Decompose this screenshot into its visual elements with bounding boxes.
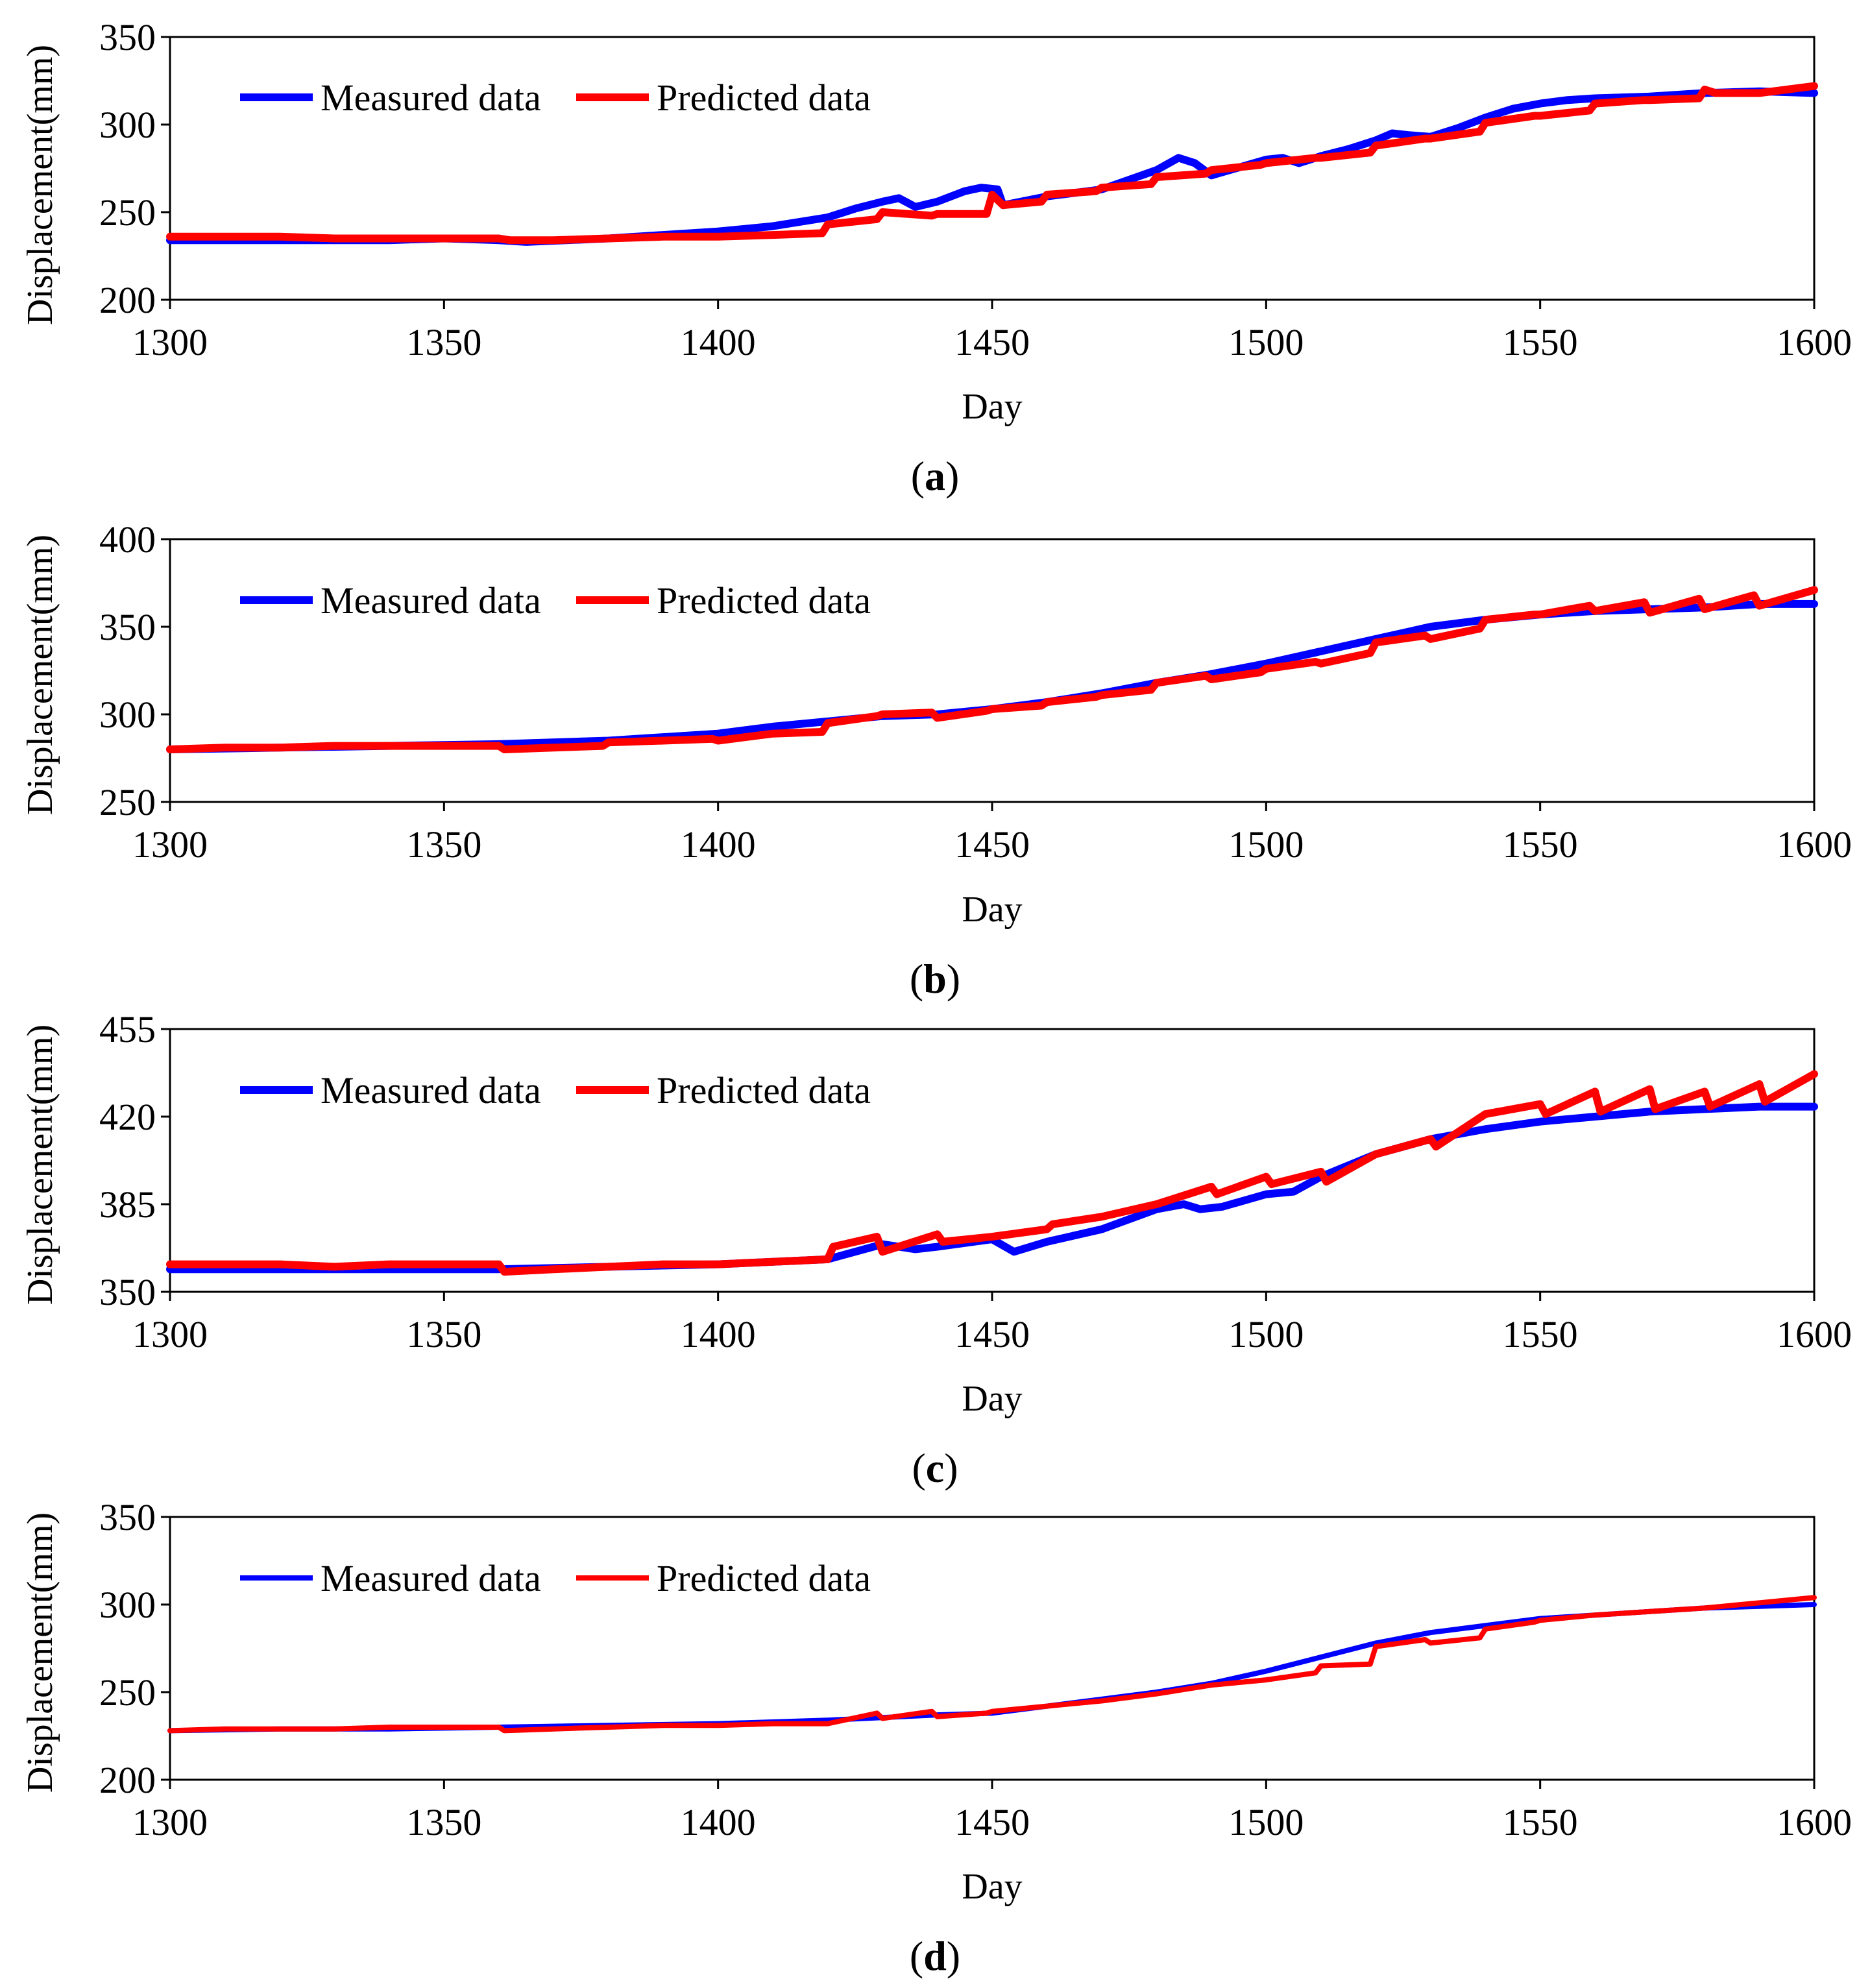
legend-label-predicted: Predicted data [657,1557,871,1599]
x-axis-title: Day [962,890,1022,930]
panel-c: 350 385 420 455 1300 1350 1400 1450 1500 1550 160… [20,1008,1852,1491]
y-tick-label: 350 [99,1271,156,1313]
x-axis-title: Day [962,387,1022,427]
x-axis-title: Day [962,1379,1022,1419]
x-tick-label: 1600 [1777,823,1852,866]
tick-marks [161,1028,1815,1301]
legend-label-predicted: Predicted data [657,579,871,622]
x-tick-label: 1400 [681,823,756,866]
x-tick-label: 1600 [1777,321,1852,363]
series-line-measured [166,1102,1818,1274]
y-tick-label: 350 [99,606,156,648]
y-tick-label: 250 [99,1671,156,1714]
tick-marks [161,36,1815,309]
plot-area-frame [169,1516,1815,1781]
x-tick-label: 1350 [406,321,481,363]
legend: Measured data Predicted data [240,1069,871,1111]
y-tick-label: 350 [99,1496,156,1538]
x-tick-label: 1550 [1503,1801,1578,1843]
x-tick-label: 1350 [406,1801,481,1843]
series-line-predicted [166,82,1818,245]
legend-label-measured: Measured data [321,77,541,119]
plot-area-frame [169,1028,1815,1293]
y-tick-labels: 200 250 300 350 [99,1496,156,1801]
x-tick-label: 1450 [954,1313,1030,1355]
y-tick-label: 250 [99,191,156,234]
series-lines [166,82,1818,246]
y-tick-label: 250 [99,781,156,823]
series-lines [167,1595,1817,1734]
y-tick-label: 400 [99,518,156,561]
panel-d: 200 250 300 350 1300 1350 1400 1450 1500 1550 160… [20,1496,1852,1979]
tick-marks [161,1516,1815,1789]
y-tick-label: 385 [99,1183,156,1226]
x-tick-label: 1300 [132,823,208,866]
x-tick-label: 1300 [132,1313,208,1355]
x-axis-title: Day [962,1867,1022,1907]
panel-label: (b) [910,956,960,1002]
x-tick-labels: 1300 1350 1400 1450 1500 1550 1600 [132,1313,1852,1355]
y-tick-label: 300 [99,1584,156,1626]
x-tick-label: 1450 [954,1801,1030,1843]
tick-marks [161,538,1815,811]
series-line-measured [166,600,1818,753]
legend-label-predicted: Predicted data [657,1069,871,1111]
series-line-predicted [166,586,1818,753]
y-tick-label: 455 [99,1008,156,1050]
x-tick-label: 1600 [1777,1313,1852,1355]
y-axis-title: Displacement(mm) [20,1512,60,1793]
series-line-predicted [166,1070,1818,1276]
y-tick-label: 420 [99,1096,156,1138]
x-tick-label: 1600 [1777,1801,1852,1843]
x-tick-label: 1500 [1228,1313,1304,1355]
y-tick-label: 300 [99,694,156,736]
x-tick-label: 1550 [1503,321,1578,363]
legend-label-measured: Measured data [321,579,541,622]
x-tick-label: 1550 [1503,823,1578,866]
y-tick-labels: 200 250 300 350 [99,16,156,321]
panel-label: (d) [910,1933,960,1979]
x-tick-label: 1300 [132,1801,208,1843]
y-axis-title: Displacement(mm) [20,1024,60,1305]
x-tick-label: 1300 [132,321,208,363]
series-line-predicted [167,1595,1817,1734]
plot-area-frame [169,538,1815,803]
legend: Measured data Predicted data [240,579,871,622]
x-tick-labels: 1300 1350 1400 1450 1500 1550 1600 [132,1801,1852,1843]
y-tick-label: 300 [99,104,156,146]
y-tick-label: 200 [99,1759,156,1801]
y-tick-labels: 350 385 420 455 [99,1008,156,1313]
x-tick-label: 1400 [681,1313,756,1355]
panel-b: 250 300 350 400 1300 1350 1400 1450 1500 1550 160… [20,518,1852,1002]
panel-label: (c) [912,1445,958,1491]
legend: Measured data Predicted data [240,77,871,119]
x-tick-label: 1400 [681,1801,756,1843]
legend-label-measured: Measured data [321,1069,541,1111]
legend-label-measured: Measured data [321,1557,541,1599]
x-tick-label: 1450 [954,823,1030,866]
y-tick-label: 350 [99,16,156,58]
x-tick-label: 1500 [1228,321,1304,363]
legend: Measured data Predicted data [240,1557,871,1599]
x-tick-label: 1500 [1228,823,1304,866]
x-tick-label: 1450 [954,321,1030,363]
series-lines [166,1070,1818,1276]
panel-a: 200 250 300 350 1300 1350 1400 1450 1500 1550 160… [20,16,1852,499]
x-tick-label: 1350 [406,1313,481,1355]
x-tick-label: 1550 [1503,1313,1578,1355]
x-tick-label: 1350 [406,823,481,866]
x-tick-labels: 1300 1350 1400 1450 1500 1550 1600 [132,823,1852,866]
series-lines [166,586,1818,753]
panel-label: (a) [911,453,960,499]
y-tick-labels: 250 300 350 400 [99,518,156,823]
x-tick-labels: 1300 1350 1400 1450 1500 1550 1600 [132,321,1852,363]
x-tick-label: 1400 [681,321,756,363]
x-tick-label: 1500 [1228,1801,1304,1843]
y-axis-title: Displacement(mm) [20,45,60,325]
legend-label-predicted: Predicted data [657,77,871,119]
y-tick-label: 200 [99,279,156,321]
y-axis-title: Displacement(mm) [20,535,60,815]
